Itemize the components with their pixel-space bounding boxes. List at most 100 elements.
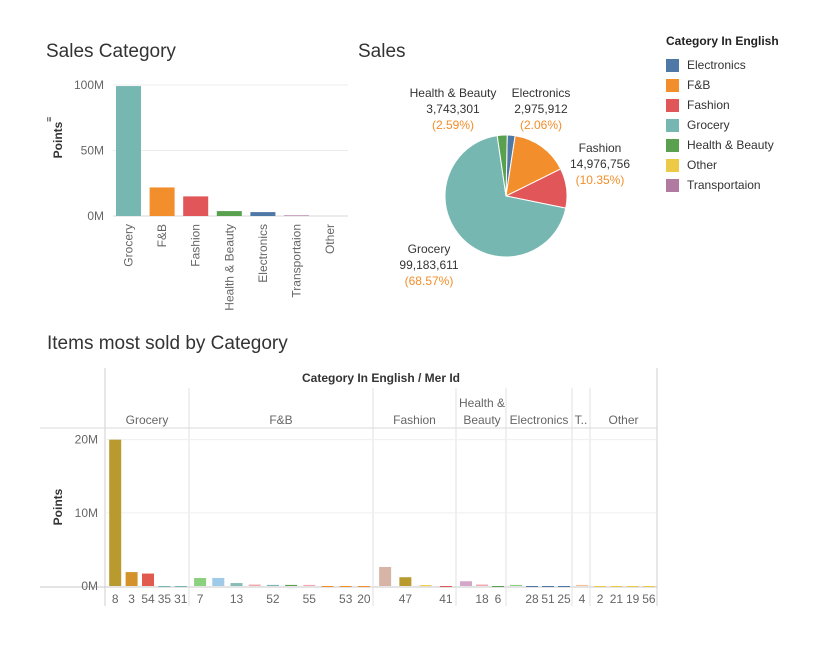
legend-label: Other [687, 158, 718, 172]
x-tick-label: 18 [475, 592, 489, 606]
pie-label-health-beauty-name: Health & Beauty [410, 86, 497, 100]
bar-f-b-52 [266, 584, 279, 586]
bar-fashion [183, 196, 209, 216]
bar-transportaion [284, 215, 309, 216]
x-tick-label: 53 [339, 592, 353, 606]
legend-label: Grocery [687, 118, 730, 132]
legend-swatch [666, 78, 679, 92]
x-tick-label: 20 [357, 592, 371, 606]
pie-label-fashion-name: Fashion [579, 141, 622, 155]
bar-f-b-55 [303, 584, 316, 586]
x-tick-label: 55 [303, 592, 317, 606]
legend-item-grocery[interactable]: Grocery [666, 115, 779, 135]
legend-item-transportaion[interactable]: Transportaion [666, 175, 779, 195]
bar-health-beauty-18 [476, 584, 488, 586]
y-tick-label: 100M [74, 78, 104, 92]
group-header-f-b: F&B [269, 413, 292, 427]
x-tick-label: Other [323, 224, 337, 254]
x-tick-label: 56 [642, 592, 656, 606]
x-tick-label: 2 [597, 592, 604, 606]
bar-f-b-item1 [212, 577, 225, 586]
bar-other-21 [610, 586, 623, 587]
sales-title: Sales [358, 41, 406, 62]
group-header-electronics: Electronics [510, 413, 569, 427]
bar-electronics-28 [526, 586, 538, 587]
bar-other-19 [626, 586, 639, 587]
bar-other-56 [642, 586, 655, 587]
legend-swatch [666, 98, 679, 112]
pie-label-health-beauty-percent: (2.59%) [432, 118, 474, 132]
pie-label-electronics-percent: (2.06%) [520, 118, 562, 132]
sales-category-title: Sales Category [46, 41, 176, 62]
x-tick-label: 52 [266, 592, 280, 606]
bar-f-b-7 [194, 577, 207, 586]
bar-fashion-47 [399, 577, 412, 586]
pie-label-electronics-value: 2,975,912 [514, 102, 568, 116]
legend-item-fashion[interactable]: Fashion [666, 95, 779, 115]
bar-electronics [250, 212, 276, 216]
bar-f-b-item3 [248, 584, 261, 586]
legend-item-health-beauty[interactable]: Health & Beauty [666, 135, 779, 155]
bar-health-beauty-6 [492, 586, 504, 587]
x-tick-label: 25 [557, 592, 571, 606]
legend-item-electronics[interactable]: Electronics [666, 55, 779, 75]
pie-slice-grocery [444, 135, 567, 258]
y-tick-label: 10M [75, 506, 98, 520]
x-tick-label: 3 [128, 592, 135, 606]
bar-t-4 [576, 584, 588, 586]
bar-fashion-item2 [419, 585, 432, 587]
x-tick-label: Grocery [122, 224, 136, 267]
x-tick-label: 47 [399, 592, 413, 606]
x-tick-label: 6 [495, 592, 502, 606]
bar-f-b-13 [230, 583, 243, 586]
legend-items: Electronics F&B Fashion Grocery Health & Bea… [666, 55, 779, 195]
x-tick-label: F&B [155, 224, 169, 247]
legend-swatch [666, 158, 679, 172]
x-tick-label: 51 [541, 592, 555, 606]
pie-label-fashion-value: 14,976,756 [570, 157, 630, 171]
pie-label-grocery-percent: (68.57%) [405, 274, 454, 288]
y-axis-title: Points [51, 488, 65, 525]
y-tick-label: 20M [75, 433, 98, 447]
legend-label: F&B [687, 78, 711, 92]
bar-grocery [116, 86, 141, 216]
bar-f-b-item5 [285, 584, 298, 586]
x-tick-label: 54 [141, 592, 155, 606]
x-tick-label: Transportaion [290, 224, 304, 298]
y-axis-title: Points [51, 121, 65, 158]
category-legend[interactable]: Category In English Electronics F&B Fashio… [666, 34, 779, 195]
pie-label-grocery-value: 99,183,611 [399, 258, 458, 272]
legend-item-other[interactable]: Other [666, 155, 779, 175]
bar-other-2 [594, 586, 607, 587]
pie-label-health-beauty-value: 3,743,301 [426, 102, 480, 116]
x-tick-label: 31 [174, 592, 188, 606]
x-tick-label: 4 [579, 592, 586, 606]
pie-label-fashion-percent: (10.35%) [576, 173, 625, 187]
x-tick-label: 28 [525, 592, 539, 606]
group-header-grocery: Grocery [126, 413, 169, 427]
pie-label-grocery-name: Grocery [408, 242, 451, 256]
x-tick-label: Electronics [256, 224, 270, 283]
group-header-health-beauty-line1: Health & [459, 396, 505, 410]
y-tick-label: 0M [87, 209, 104, 223]
bar-grocery-8 [109, 439, 122, 586]
group-header-fashion: Fashion [393, 413, 436, 427]
bar-fashion-item0 [379, 566, 392, 586]
x-tick-label: 41 [439, 592, 453, 606]
x-tick-label: 13 [230, 592, 244, 606]
bar-f-b-53 [339, 586, 352, 587]
x-tick-label: 8 [112, 592, 119, 606]
bar-grocery-3 [125, 572, 138, 586]
legend-title: Category In English [666, 34, 779, 48]
bar-f-b-20 [357, 586, 370, 587]
legend-label: Electronics [687, 58, 746, 72]
table-header-label: Category In English / Mer Id [302, 371, 460, 385]
legend-item-f-b[interactable]: F&B [666, 75, 779, 95]
items-most-sold-title: Items most sold by Category [47, 333, 288, 354]
legend-swatch [666, 118, 679, 132]
x-tick-label: 19 [626, 592, 640, 606]
bar-electronics-item0 [510, 584, 522, 586]
group-header-other: Other [608, 413, 638, 427]
pie-label-electronics-name: Electronics [512, 86, 571, 100]
